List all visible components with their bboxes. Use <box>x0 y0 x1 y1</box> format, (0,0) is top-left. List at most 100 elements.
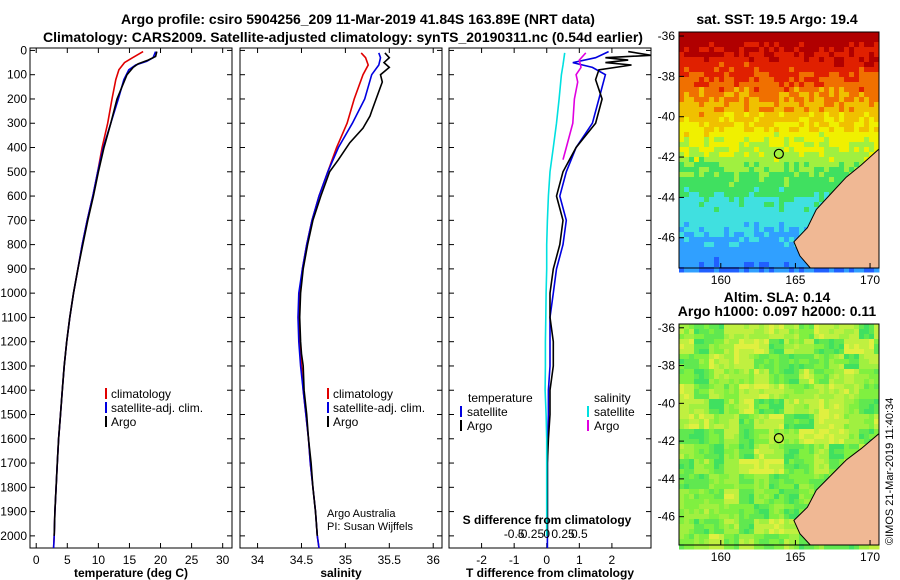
sst-cell <box>734 122 740 128</box>
sst-cell <box>749 142 755 148</box>
sla-cell <box>734 334 740 340</box>
diff-x2tick-label: -0.5 <box>504 527 525 541</box>
sla-cell <box>679 469 685 475</box>
sla-cell <box>719 474 725 480</box>
sla-cell <box>774 429 780 435</box>
sst-cell <box>744 47 750 53</box>
sst-cell <box>779 77 785 83</box>
sst-cell <box>819 32 825 38</box>
sla-cell <box>724 414 730 420</box>
sst-cell <box>819 122 825 128</box>
sst-cell <box>694 92 700 98</box>
sst-cell <box>704 217 710 223</box>
depth-tick-label: 1000 <box>0 286 27 300</box>
sla-cell <box>684 369 690 375</box>
sla-cell <box>784 354 790 360</box>
sst-cell <box>734 212 740 218</box>
sst-cell <box>849 117 855 123</box>
sla-cell <box>824 374 830 380</box>
sst-cell <box>839 147 845 153</box>
salinity-xlabel: salinity <box>320 566 362 580</box>
sla-cell <box>739 504 745 510</box>
sst-cell <box>734 142 740 148</box>
sla-cell <box>804 349 810 355</box>
sla-cell <box>699 434 705 440</box>
sst-cell <box>744 152 750 158</box>
sla-cell <box>779 454 785 460</box>
sla-cell <box>799 509 805 515</box>
sla-cell <box>844 414 850 420</box>
sst-cell <box>834 127 840 133</box>
sst-cell <box>859 97 865 103</box>
sla-cell <box>764 394 770 400</box>
sst-cell <box>704 32 710 38</box>
sst-cell <box>759 172 765 178</box>
sst-cell <box>754 117 760 123</box>
sst-cell <box>849 157 855 163</box>
sla-cell <box>729 484 735 490</box>
sla-cell <box>774 434 780 440</box>
diff-legend-title-temperature: temperature <box>468 391 533 405</box>
sla-cell <box>734 489 740 495</box>
sla-cell <box>799 334 805 340</box>
sst-cell <box>844 37 850 43</box>
sla-cell <box>754 484 760 490</box>
sst-cell <box>869 77 875 83</box>
sla-cell <box>684 454 690 460</box>
sla-cell <box>779 424 785 430</box>
sla-cell <box>689 324 695 330</box>
sla-cell <box>754 464 760 470</box>
sst-cell <box>704 42 710 48</box>
sla-cell <box>734 394 740 400</box>
sst-cell <box>739 42 745 48</box>
sst-cell <box>704 87 710 93</box>
sla-cell <box>699 389 705 395</box>
sla-cell <box>839 424 845 430</box>
sla-cell <box>689 449 695 455</box>
sla-cell <box>699 364 705 370</box>
sla-cell <box>759 434 765 440</box>
sst-cell <box>739 37 745 43</box>
sla-cell <box>699 499 705 505</box>
sla-cell <box>699 359 705 365</box>
sst-cell <box>789 97 795 103</box>
sst-cell <box>814 42 820 48</box>
sst-cell <box>699 62 705 68</box>
sst-cell <box>749 217 755 223</box>
sla-cell <box>724 524 730 530</box>
sst-cell <box>729 127 735 133</box>
sla-cell <box>719 369 725 375</box>
sst-cell <box>709 232 715 238</box>
sst-cell <box>769 217 775 223</box>
sst-cell <box>859 112 865 118</box>
sst-cell <box>854 72 860 78</box>
sla-cell <box>679 349 685 355</box>
sla-cell <box>784 469 790 475</box>
sla-cell <box>729 424 735 430</box>
sla-cell <box>859 439 865 445</box>
sst-cell <box>709 87 715 93</box>
sst-cell <box>849 167 855 173</box>
sst-cell <box>704 47 710 53</box>
sla-cell <box>864 409 870 415</box>
sla-cell <box>844 379 850 385</box>
sla-cell <box>819 409 825 415</box>
sst-cell <box>789 137 795 143</box>
sla-cell <box>699 514 705 520</box>
sst-cell <box>749 182 755 188</box>
sst-cell <box>864 62 870 68</box>
sla-cell <box>784 489 790 495</box>
sla-map: 160 165 170-36-38-40-42-44-46 <box>658 321 881 564</box>
sst-cell <box>734 77 740 83</box>
sst-cell <box>834 177 840 183</box>
sst-cell <box>734 127 740 133</box>
sla-cell <box>809 374 815 380</box>
sla-cell <box>859 369 865 375</box>
sst-map-title: sat. SST: 19.5 Argo: 19.4 <box>696 11 858 27</box>
sla-cell <box>804 404 810 410</box>
sst-cell <box>694 132 700 138</box>
sst-cell <box>714 252 720 258</box>
difference-panel: -2 -1 0 1 2T difference from climatologytemp… <box>448 47 652 580</box>
sst-cell <box>719 167 725 173</box>
sst-cell <box>809 107 815 113</box>
